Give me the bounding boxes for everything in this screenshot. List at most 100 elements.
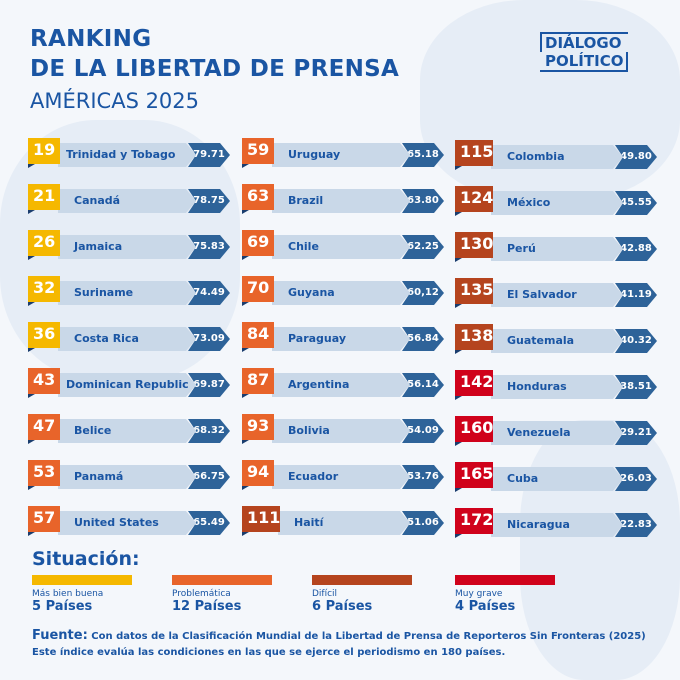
table-row: 111 Haití 51.06 bbox=[242, 506, 442, 536]
row-bar bbox=[58, 235, 196, 259]
rank-badge: 115 bbox=[455, 140, 493, 170]
country-name: Guyana bbox=[288, 286, 335, 299]
country-name: Paraguay bbox=[288, 332, 346, 345]
country-name: Perú bbox=[507, 242, 536, 255]
rank-badge: 172 bbox=[455, 508, 493, 538]
country-name: Venezuela bbox=[507, 426, 571, 439]
country-name: Jamaica bbox=[74, 240, 123, 253]
country-name: Suriname bbox=[74, 286, 134, 299]
country-name: Bolivia bbox=[288, 424, 330, 437]
row-bar bbox=[272, 189, 410, 213]
source-note-text: Este índice evalúa las condiciones en la… bbox=[32, 647, 506, 658]
row-bar bbox=[272, 327, 410, 351]
row-bar bbox=[58, 189, 196, 213]
table-row: 142 Honduras 38.51 bbox=[455, 370, 655, 400]
rank-badge: 135 bbox=[455, 278, 493, 308]
legend-swatch bbox=[312, 575, 412, 585]
rank-badge: 160 bbox=[455, 416, 493, 446]
row-bar bbox=[58, 465, 196, 489]
row-bar bbox=[491, 421, 623, 445]
map-background bbox=[420, 0, 680, 200]
legend-count: 6 Países bbox=[312, 599, 373, 614]
table-row: 36 Costa Rica 73.09 bbox=[28, 322, 228, 352]
row-bar bbox=[272, 143, 410, 167]
country-name: Chile bbox=[288, 240, 319, 253]
country-name: Uruguay bbox=[288, 148, 341, 161]
rank-badge: 142 bbox=[455, 370, 493, 400]
table-row: 165 Cuba 26.03 bbox=[455, 462, 655, 492]
map-background bbox=[520, 420, 680, 680]
country-name: Argentina bbox=[288, 378, 350, 391]
table-row: 94 Ecuador 53.76 bbox=[242, 460, 442, 490]
table-row: 57 United States 65.49 bbox=[28, 506, 228, 536]
row-bar bbox=[58, 143, 196, 167]
table-row: 135 El Salvador 41.19 bbox=[455, 278, 655, 308]
country-name: United States bbox=[74, 516, 159, 529]
table-row: 70 Guyana 60,12 bbox=[242, 276, 442, 306]
table-row: 53 Panamá 66.75 bbox=[28, 460, 228, 490]
rank-badge: 69 bbox=[242, 230, 274, 260]
rank-badge: 63 bbox=[242, 184, 274, 214]
country-name: Nicaragua bbox=[507, 518, 570, 531]
row-bar bbox=[491, 375, 623, 399]
table-row: 115 Colombia 49.80 bbox=[455, 140, 655, 170]
row-bar bbox=[272, 373, 410, 397]
row-bar bbox=[58, 327, 196, 351]
rank-badge: 138 bbox=[455, 324, 493, 354]
title: DE LA LIBERTAD DE PRENSA bbox=[30, 56, 400, 82]
table-row: 93 Bolivia 54.09 bbox=[242, 414, 442, 444]
legend-item: Muy grave 4 Países bbox=[455, 575, 555, 614]
row-bar bbox=[491, 283, 623, 307]
table-row: 84 Paraguay 56.84 bbox=[242, 322, 442, 352]
rank-badge: 70 bbox=[242, 276, 274, 306]
legend-item: Difícil 6 Países bbox=[312, 575, 412, 614]
rank-badge: 124 bbox=[455, 186, 493, 216]
table-row: 59 Uruguay 65.18 bbox=[242, 138, 442, 168]
legend-label: Problemática bbox=[172, 589, 231, 599]
row-bar bbox=[491, 513, 623, 537]
legend-title: Situación: bbox=[32, 548, 140, 570]
row-bar bbox=[58, 511, 196, 535]
table-row: 87 Argentina 56.14 bbox=[242, 368, 442, 398]
legend-label: Más bien buena bbox=[32, 589, 104, 599]
rank-badge: 93 bbox=[242, 414, 274, 444]
country-name: Colombia bbox=[507, 150, 565, 163]
legend-swatch bbox=[32, 575, 132, 585]
table-row: 130 Perú 42.88 bbox=[455, 232, 655, 262]
source-text: Con datos de la Clasificación Mundial de… bbox=[91, 631, 646, 642]
row-bar bbox=[58, 419, 196, 443]
source-label: Fuente: bbox=[32, 628, 88, 643]
rank-badge: 94 bbox=[242, 460, 274, 490]
rank-badge: 47 bbox=[28, 414, 60, 444]
country-name: Guatemala bbox=[507, 334, 575, 347]
row-bar bbox=[491, 329, 623, 353]
rank-badge: 53 bbox=[28, 460, 60, 490]
row-bar bbox=[58, 373, 196, 397]
score-value: 74.49 bbox=[188, 281, 230, 305]
title: RANKING bbox=[30, 26, 152, 52]
logo: DIÁLOGO POLÍTICO bbox=[540, 32, 629, 72]
legend-count: 4 Países bbox=[455, 599, 516, 614]
table-row: 26 Jamaica 75.83 bbox=[28, 230, 228, 260]
legend-swatch bbox=[455, 575, 555, 585]
country-name: Haití bbox=[294, 516, 324, 529]
table-row: 160 Venezuela 29.21 bbox=[455, 416, 655, 446]
row-bar bbox=[272, 419, 410, 443]
legend-label: Muy grave bbox=[455, 589, 503, 599]
legend-item: Problemática 12 Países bbox=[172, 575, 272, 614]
rank-badge: 32 bbox=[28, 276, 60, 306]
rank-badge: 165 bbox=[455, 462, 493, 492]
source-note: Fuente: Con datos de la Clasificación Mu… bbox=[32, 628, 646, 661]
row-bar bbox=[272, 235, 410, 259]
country-name: México bbox=[507, 196, 551, 209]
country-name: Trinidad y Tobago bbox=[66, 148, 176, 161]
row-bar bbox=[491, 145, 623, 169]
country-name: Honduras bbox=[507, 380, 567, 393]
row-bar bbox=[491, 237, 623, 261]
legend-item: Más bien buena 5 Países bbox=[32, 575, 132, 614]
country-name: Belice bbox=[74, 424, 112, 437]
legend-swatch bbox=[172, 575, 272, 585]
logo-line1: DIÁLOGO bbox=[540, 32, 629, 52]
logo-line2: POLÍTICO bbox=[540, 52, 629, 72]
